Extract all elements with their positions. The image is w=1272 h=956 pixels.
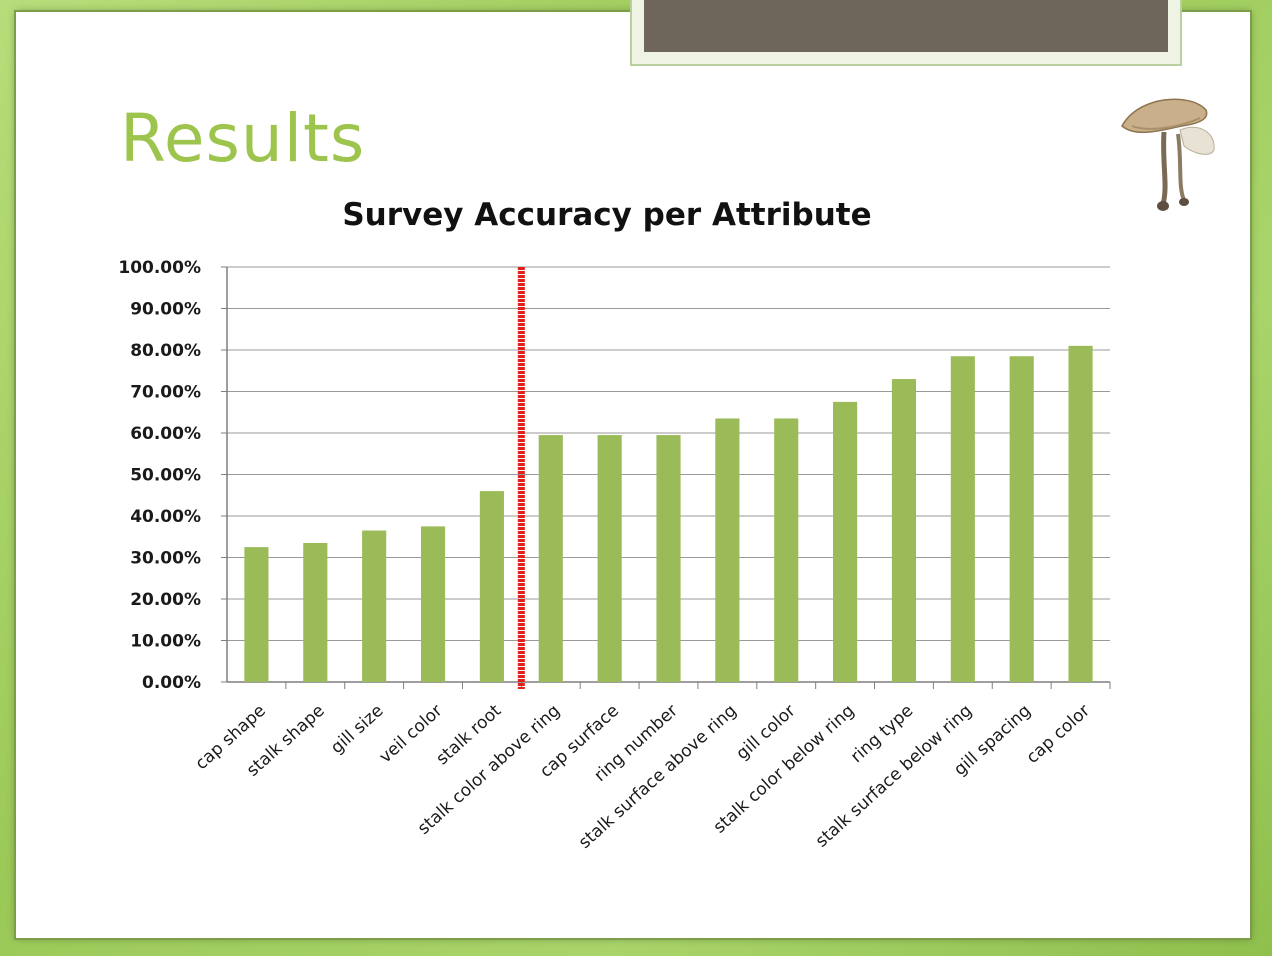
header-bar bbox=[644, 0, 1168, 52]
bar bbox=[891, 379, 917, 682]
bar bbox=[715, 418, 740, 682]
y-tick-label: 100.00% bbox=[118, 258, 201, 278]
bar bbox=[538, 435, 563, 682]
bar bbox=[950, 356, 975, 682]
bar bbox=[1009, 356, 1034, 682]
bar bbox=[833, 401, 858, 682]
y-tick-label: 40.00% bbox=[130, 507, 201, 527]
y-tick-label: 0.00% bbox=[142, 673, 201, 693]
bar bbox=[479, 491, 504, 682]
bar bbox=[774, 418, 799, 682]
y-tick-label: 60.00% bbox=[130, 424, 201, 444]
bar bbox=[362, 530, 387, 682]
bar bbox=[303, 542, 328, 682]
bars bbox=[244, 345, 1093, 682]
y-tick-label: 30.00% bbox=[130, 549, 201, 569]
y-tick-label: 10.00% bbox=[130, 632, 201, 652]
bar bbox=[420, 526, 446, 682]
bar bbox=[1068, 345, 1093, 682]
y-tick-label: 70.00% bbox=[130, 383, 201, 403]
y-tick-label: 20.00% bbox=[130, 590, 201, 610]
bar bbox=[656, 435, 681, 682]
bar bbox=[597, 435, 622, 682]
slide-title: Results bbox=[120, 100, 366, 177]
mushroom-icon bbox=[1121, 98, 1215, 211]
y-tick-label: 80.00% bbox=[130, 341, 201, 361]
chart-title: Survey Accuracy per Attribute bbox=[342, 197, 871, 233]
y-axis-ticks: 0.00% 10.00% 20.00% 30.00% 40.00% 50.00% 60.00… bbox=[118, 258, 201, 693]
y-tick-label: 90.00% bbox=[130, 300, 201, 320]
y-tick-label: 50.00% bbox=[130, 466, 201, 486]
bar bbox=[244, 547, 269, 682]
x-tick-label: cap color bbox=[1023, 701, 1094, 768]
